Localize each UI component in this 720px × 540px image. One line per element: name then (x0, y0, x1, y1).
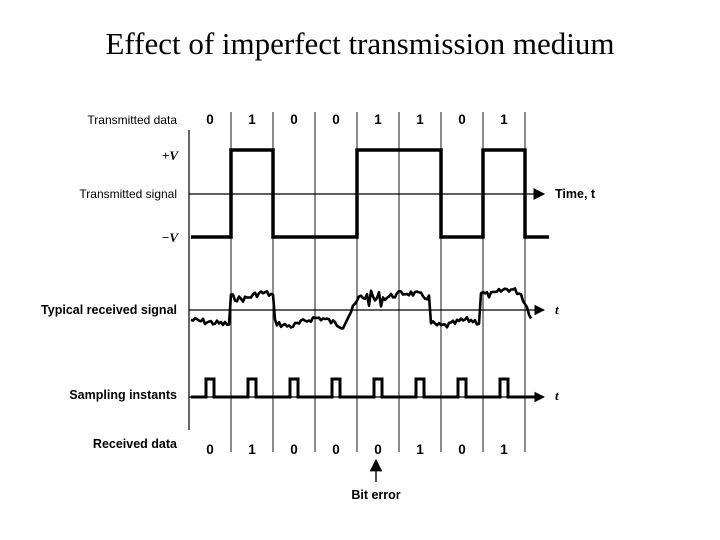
label-transmitted-data: Transmitted data (87, 113, 177, 127)
label-minus-v: −V (161, 230, 179, 245)
transmitted-waveform (191, 148, 549, 239)
bit-error-label: Bit error (351, 488, 400, 502)
received-bit: 1 (416, 442, 424, 457)
label-plus-v: +V (162, 148, 179, 163)
received-bit: 1 (248, 442, 256, 457)
label-received-signal: Typical received signal (41, 303, 177, 317)
transmitted-bit: 0 (206, 112, 214, 127)
transmitted-bit: 1 (248, 112, 256, 127)
transmitted-bit: 0 (290, 112, 298, 127)
transmitted-bit: 1 (500, 112, 508, 127)
received-bit: 0 (290, 442, 298, 457)
received-bit: 0 (332, 442, 340, 457)
transmitted-bits: 0 1 0 0 1 1 0 1 (206, 112, 508, 127)
label-received-data: Received data (93, 437, 178, 451)
received-bits: 0 1 0 0 0 1 0 1 (206, 442, 508, 457)
bit-boundary-lines (230, 112, 526, 452)
slide-title: Effect of imperfect transmission medium (105, 26, 615, 61)
time-axis-label: Time, t (555, 187, 596, 201)
transmitted-bit: 0 (332, 112, 340, 127)
received-bit: 0 (458, 442, 466, 457)
received-bit: 0 (374, 442, 382, 457)
transmitted-bit: 1 (374, 112, 382, 127)
label-sampling-instants: Sampling instants (69, 388, 177, 402)
sampling-axis-label: t (555, 388, 559, 403)
label-transmitted-signal: Transmitted signal (79, 187, 177, 201)
received-axis-label: t (555, 302, 559, 317)
received-waveform (190, 287, 533, 330)
received-bit: 0 (206, 442, 214, 457)
transmitted-bit: 1 (416, 112, 424, 127)
received-bit: 1 (500, 442, 508, 457)
sampling-pulses (191, 377, 540, 399)
transmitted-bit: 0 (458, 112, 466, 127)
